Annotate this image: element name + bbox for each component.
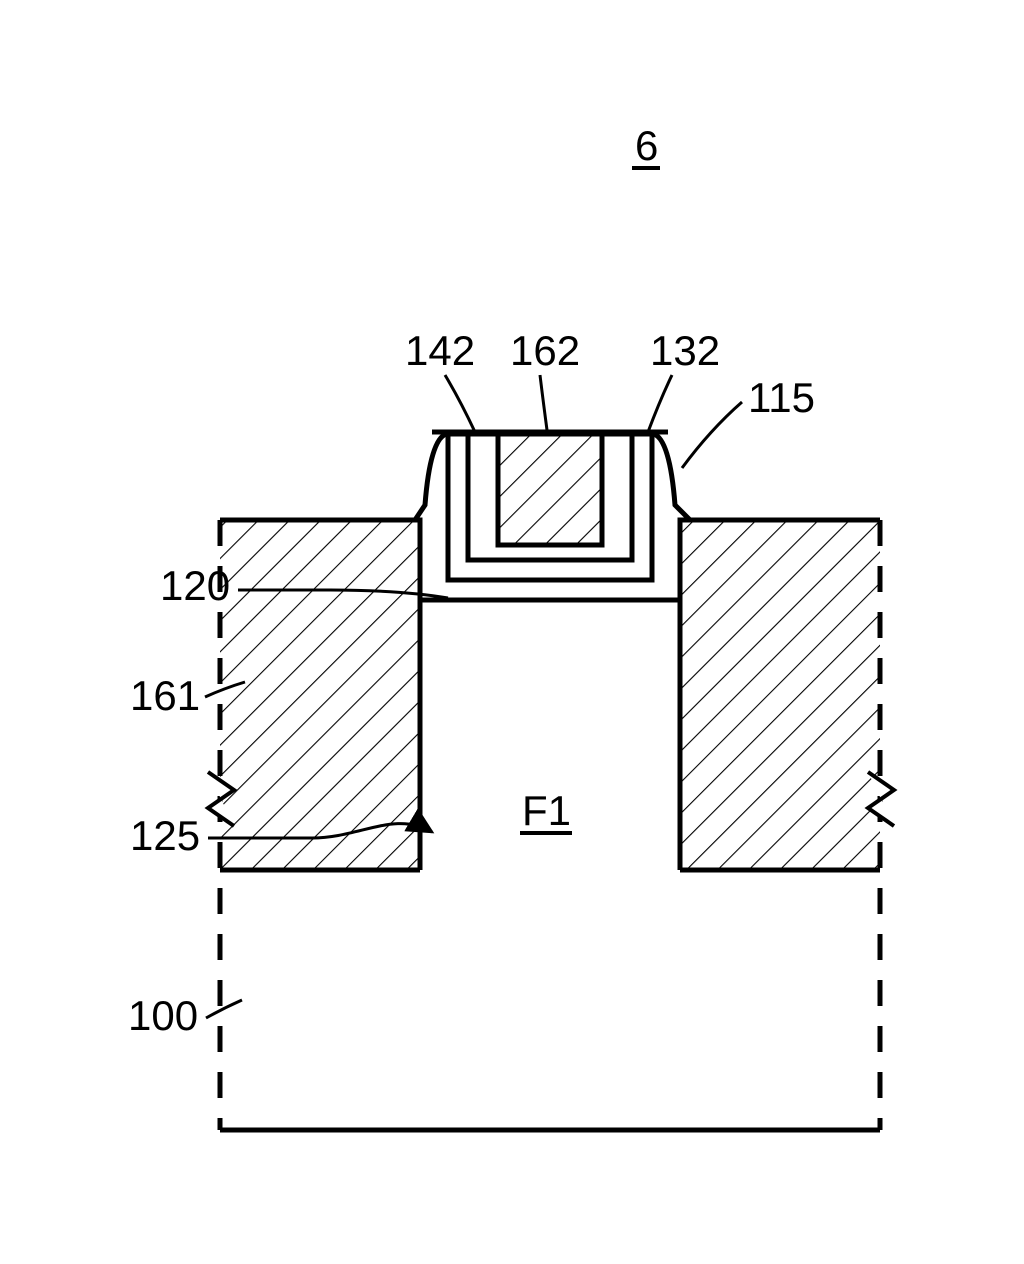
label-120: 120	[160, 562, 230, 609]
label-162: 162	[510, 327, 580, 374]
leader-100	[206, 1000, 242, 1018]
region-label: F1	[522, 787, 571, 834]
leader-162	[540, 375, 547, 430]
label-125: 125	[130, 812, 200, 859]
leader-132	[648, 375, 672, 432]
label-115: 115	[748, 374, 815, 421]
label-100: 100	[128, 992, 198, 1039]
figure-id: 6	[635, 122, 658, 169]
sti-right-region	[680, 520, 880, 870]
label-132: 132	[650, 327, 720, 374]
leader-115	[682, 402, 742, 468]
layer-162	[498, 432, 602, 545]
sti-left-region	[220, 520, 420, 870]
leader-142	[445, 375, 475, 432]
label-161: 161	[130, 672, 200, 719]
label-142: 142	[405, 327, 475, 374]
